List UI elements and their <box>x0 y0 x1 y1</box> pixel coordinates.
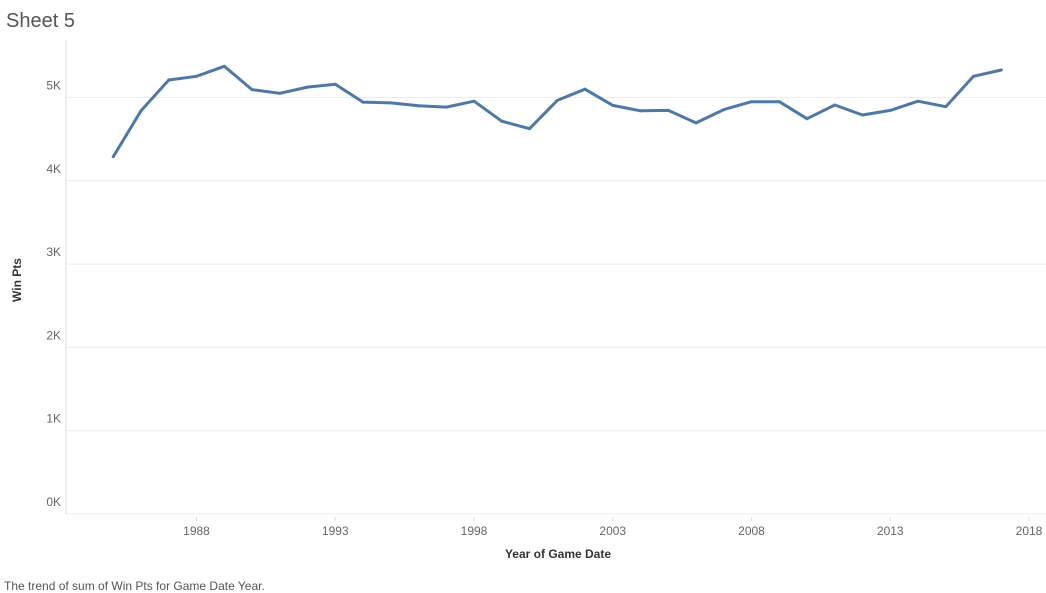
data-point[interactable] <box>417 104 420 108</box>
data-point[interactable] <box>472 99 476 103</box>
data-point[interactable] <box>611 103 615 107</box>
x-axis-title: Year of Game Date <box>505 547 611 561</box>
grid-lines <box>66 97 1046 515</box>
data-point[interactable] <box>583 87 587 91</box>
x-tick-label: 1988 <box>183 524 210 538</box>
data-point[interactable] <box>750 100 753 104</box>
data-point[interactable] <box>500 119 504 123</box>
data-point[interactable] <box>444 105 448 109</box>
data-point[interactable] <box>555 98 559 102</box>
x-tick-labels: 1988 1993 1998 2003 2008 2013 2018 <box>183 524 1043 538</box>
data-point[interactable] <box>528 127 531 131</box>
chart-caption: The trend of sum of Win Pts for Game Dat… <box>4 579 265 593</box>
x-tick-label: 2003 <box>599 524 626 538</box>
y-tick-label: 2K <box>46 328 61 342</box>
data-point[interactable] <box>999 68 1003 72</box>
data-point[interactable] <box>333 82 337 86</box>
data-point[interactable] <box>777 100 781 104</box>
data-point[interactable] <box>722 108 726 112</box>
data-point[interactable] <box>666 108 670 112</box>
data-point[interactable] <box>888 108 892 112</box>
x-tick-label: 2013 <box>877 524 904 538</box>
data-point[interactable] <box>306 85 309 89</box>
data-point[interactable] <box>805 117 809 121</box>
data-point[interactable] <box>833 103 837 107</box>
data-point[interactable] <box>111 155 115 159</box>
y-tick-label: 3K <box>46 245 61 259</box>
y-tick-label: 5K <box>46 79 61 93</box>
data-point[interactable] <box>916 99 920 103</box>
sheet-title: Sheet 5 <box>6 10 75 32</box>
data-points <box>111 64 1003 159</box>
data-point[interactable] <box>250 88 254 92</box>
series-line <box>111 64 1003 159</box>
data-point[interactable] <box>222 64 226 68</box>
y-tick-labels: 0K 1K 2K 3K 4K 5K <box>46 79 61 510</box>
y-axis-title: Win Pts <box>10 258 24 302</box>
data-point[interactable] <box>861 113 864 117</box>
y-tick-label: 4K <box>46 162 61 176</box>
data-point[interactable] <box>694 121 698 125</box>
y-tick-label: 1K <box>46 412 61 426</box>
data-point[interactable] <box>195 74 198 78</box>
x-ticks <box>196 517 1030 521</box>
x-tick-label: 2018 <box>1016 524 1043 538</box>
x-tick-label: 1993 <box>322 524 349 538</box>
y-tick-label: 0K <box>46 495 61 509</box>
data-point[interactable] <box>944 105 948 109</box>
data-point[interactable] <box>278 91 282 95</box>
data-point[interactable] <box>361 100 365 104</box>
data-point[interactable] <box>639 109 642 113</box>
x-tick-label: 2008 <box>738 524 765 538</box>
x-tick-label: 1998 <box>461 524 488 538</box>
data-point[interactable] <box>139 109 143 113</box>
data-point[interactable] <box>389 101 393 105</box>
data-point[interactable] <box>972 74 975 78</box>
data-point[interactable] <box>167 78 171 82</box>
